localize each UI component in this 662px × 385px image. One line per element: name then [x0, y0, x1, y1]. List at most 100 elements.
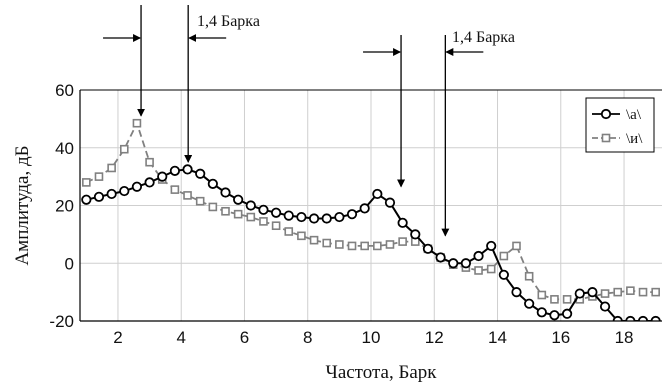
- y-tick-label: 20: [55, 197, 74, 216]
- data-point-a: [460, 258, 471, 269]
- y-tick-label: 0: [65, 254, 74, 273]
- data-point-i: [183, 191, 192, 200]
- data-point-i: [600, 289, 610, 298]
- data-point-i: [398, 237, 407, 246]
- data-point-i: [82, 178, 91, 187]
- legend: \а\ \и\: [585, 97, 655, 153]
- data-point-i: [524, 271, 534, 281]
- data-point-a: [498, 269, 509, 280]
- data-point-i: [537, 290, 547, 300]
- data-point-a: [359, 203, 370, 214]
- data-point-i: [613, 287, 623, 297]
- data-point-a: [220, 187, 231, 198]
- bandwidth-label: 1,4 Барка: [197, 13, 260, 30]
- data-point-a: [473, 250, 484, 262]
- data-point-i: [170, 185, 180, 194]
- data-point-a: [397, 217, 408, 228]
- data-point-i: [322, 238, 332, 248]
- data-point-a: [587, 287, 598, 298]
- data-point-a: [271, 207, 282, 218]
- data-point-a: [182, 164, 193, 175]
- y-axis-title: Амплитуда, дБ: [12, 145, 33, 265]
- x-tick-label: 6: [240, 328, 249, 347]
- legend-box: [585, 97, 655, 153]
- annotations: 1,4 Барка 1,4 Барка: [103, 5, 515, 237]
- data-point-a: [81, 194, 92, 205]
- data-point-a: [195, 168, 206, 179]
- data-point-i: [638, 287, 648, 297]
- series-line-a: [86, 168, 656, 321]
- data-point-a: [435, 252, 446, 263]
- data-point-a: [422, 243, 434, 254]
- data-point-a: [511, 287, 522, 298]
- data-point-a: [486, 240, 497, 252]
- data-point-a: [346, 209, 358, 220]
- data-point-i: [145, 157, 154, 167]
- data-point-a: [410, 229, 421, 240]
- x-tick-label: 12: [425, 328, 444, 347]
- data-point-i: [651, 287, 660, 297]
- data-point-i: [373, 241, 382, 251]
- data-point-i: [335, 240, 344, 249]
- y-tick-label: 60: [55, 81, 74, 100]
- data-point-a: [296, 211, 307, 223]
- x-tick-label: 8: [303, 328, 312, 347]
- data-point-i: [297, 231, 306, 241]
- data-point-a: [258, 204, 269, 215]
- data-point-i: [309, 235, 319, 245]
- data-point-i: [119, 144, 129, 154]
- data-point-a: [384, 197, 396, 208]
- data-point-i: [486, 264, 496, 274]
- series-layer: [81, 118, 661, 321]
- x-tick-label: 2: [113, 328, 122, 347]
- data-point-i: [132, 118, 142, 128]
- data-point-i: [107, 163, 116, 173]
- x-tick-label: 14: [488, 328, 507, 347]
- x-axis-title: Частота, Барк: [325, 362, 437, 383]
- data-point-i: [385, 240, 395, 249]
- data-point-i: [271, 221, 281, 231]
- axes: 2 4 6 8 10 12 14 16 18 -20 0 20 40 60 Частота, Барк Амп…: [12, 81, 662, 383]
- data-point-i: [221, 206, 230, 216]
- data-point-a: [131, 181, 143, 192]
- data-point-i: [233, 209, 243, 219]
- legend-label: \а\: [626, 107, 642, 123]
- data-point-a: [233, 194, 244, 205]
- legend-marker: [600, 108, 612, 120]
- data-point-i: [246, 212, 256, 222]
- legend-label: \и\: [626, 131, 643, 147]
- data-point-a: [372, 188, 383, 200]
- data-point-i: [208, 202, 218, 212]
- bandwidth-label: 1,4 Барка: [452, 29, 515, 46]
- data-point-i: [94, 172, 104, 181]
- data-point-i: [562, 295, 572, 304]
- data-point-a: [524, 298, 535, 309]
- data-point-i: [512, 241, 521, 251]
- data-point-a: [448, 258, 459, 269]
- data-point-i: [259, 217, 268, 226]
- data-point-a: [574, 288, 585, 299]
- x-tick-label: 18: [615, 328, 634, 347]
- legend-marker: [601, 133, 611, 143]
- data-point-a: [321, 213, 332, 224]
- data-point-a: [169, 165, 180, 176]
- y-tick-label: -20: [49, 312, 74, 331]
- x-tick-label: 10: [362, 328, 381, 347]
- data-point-a: [599, 301, 611, 312]
- data-point-i: [626, 286, 635, 295]
- y-tick-label: 40: [55, 139, 74, 158]
- data-point-a: [144, 177, 155, 188]
- data-point-i: [550, 295, 559, 304]
- data-point-a: [283, 210, 294, 221]
- series-line-i: [85, 120, 656, 301]
- data-point-a: [93, 191, 105, 202]
- data-point-a: [562, 308, 573, 319]
- data-point-i: [474, 266, 483, 275]
- data-point-i: [195, 196, 205, 206]
- data-point-a: [207, 178, 218, 189]
- data-point-i: [284, 227, 294, 236]
- data-point-a: [549, 310, 560, 321]
- grid: [80, 89, 662, 322]
- x-tick-label: 4: [176, 328, 185, 347]
